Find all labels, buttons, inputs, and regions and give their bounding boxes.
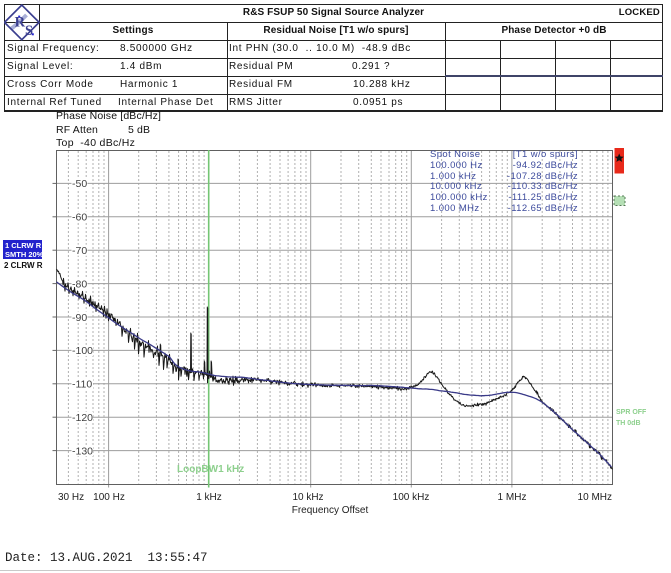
svg-text:-130: -130 [72, 445, 93, 457]
svg-text:-80: -80 [72, 278, 87, 290]
svg-text:-60: -60 [72, 212, 87, 224]
svg-text:R: R [15, 15, 26, 31]
svg-text:-50: -50 [72, 178, 87, 190]
svg-text:-100: -100 [72, 345, 93, 357]
svg-text:-70: -70 [72, 245, 87, 257]
svg-text:S: S [25, 23, 33, 39]
svg-text:-120: -120 [72, 412, 93, 424]
svg-text:-90: -90 [72, 312, 87, 324]
svg-text:-110: -110 [72, 379, 92, 391]
